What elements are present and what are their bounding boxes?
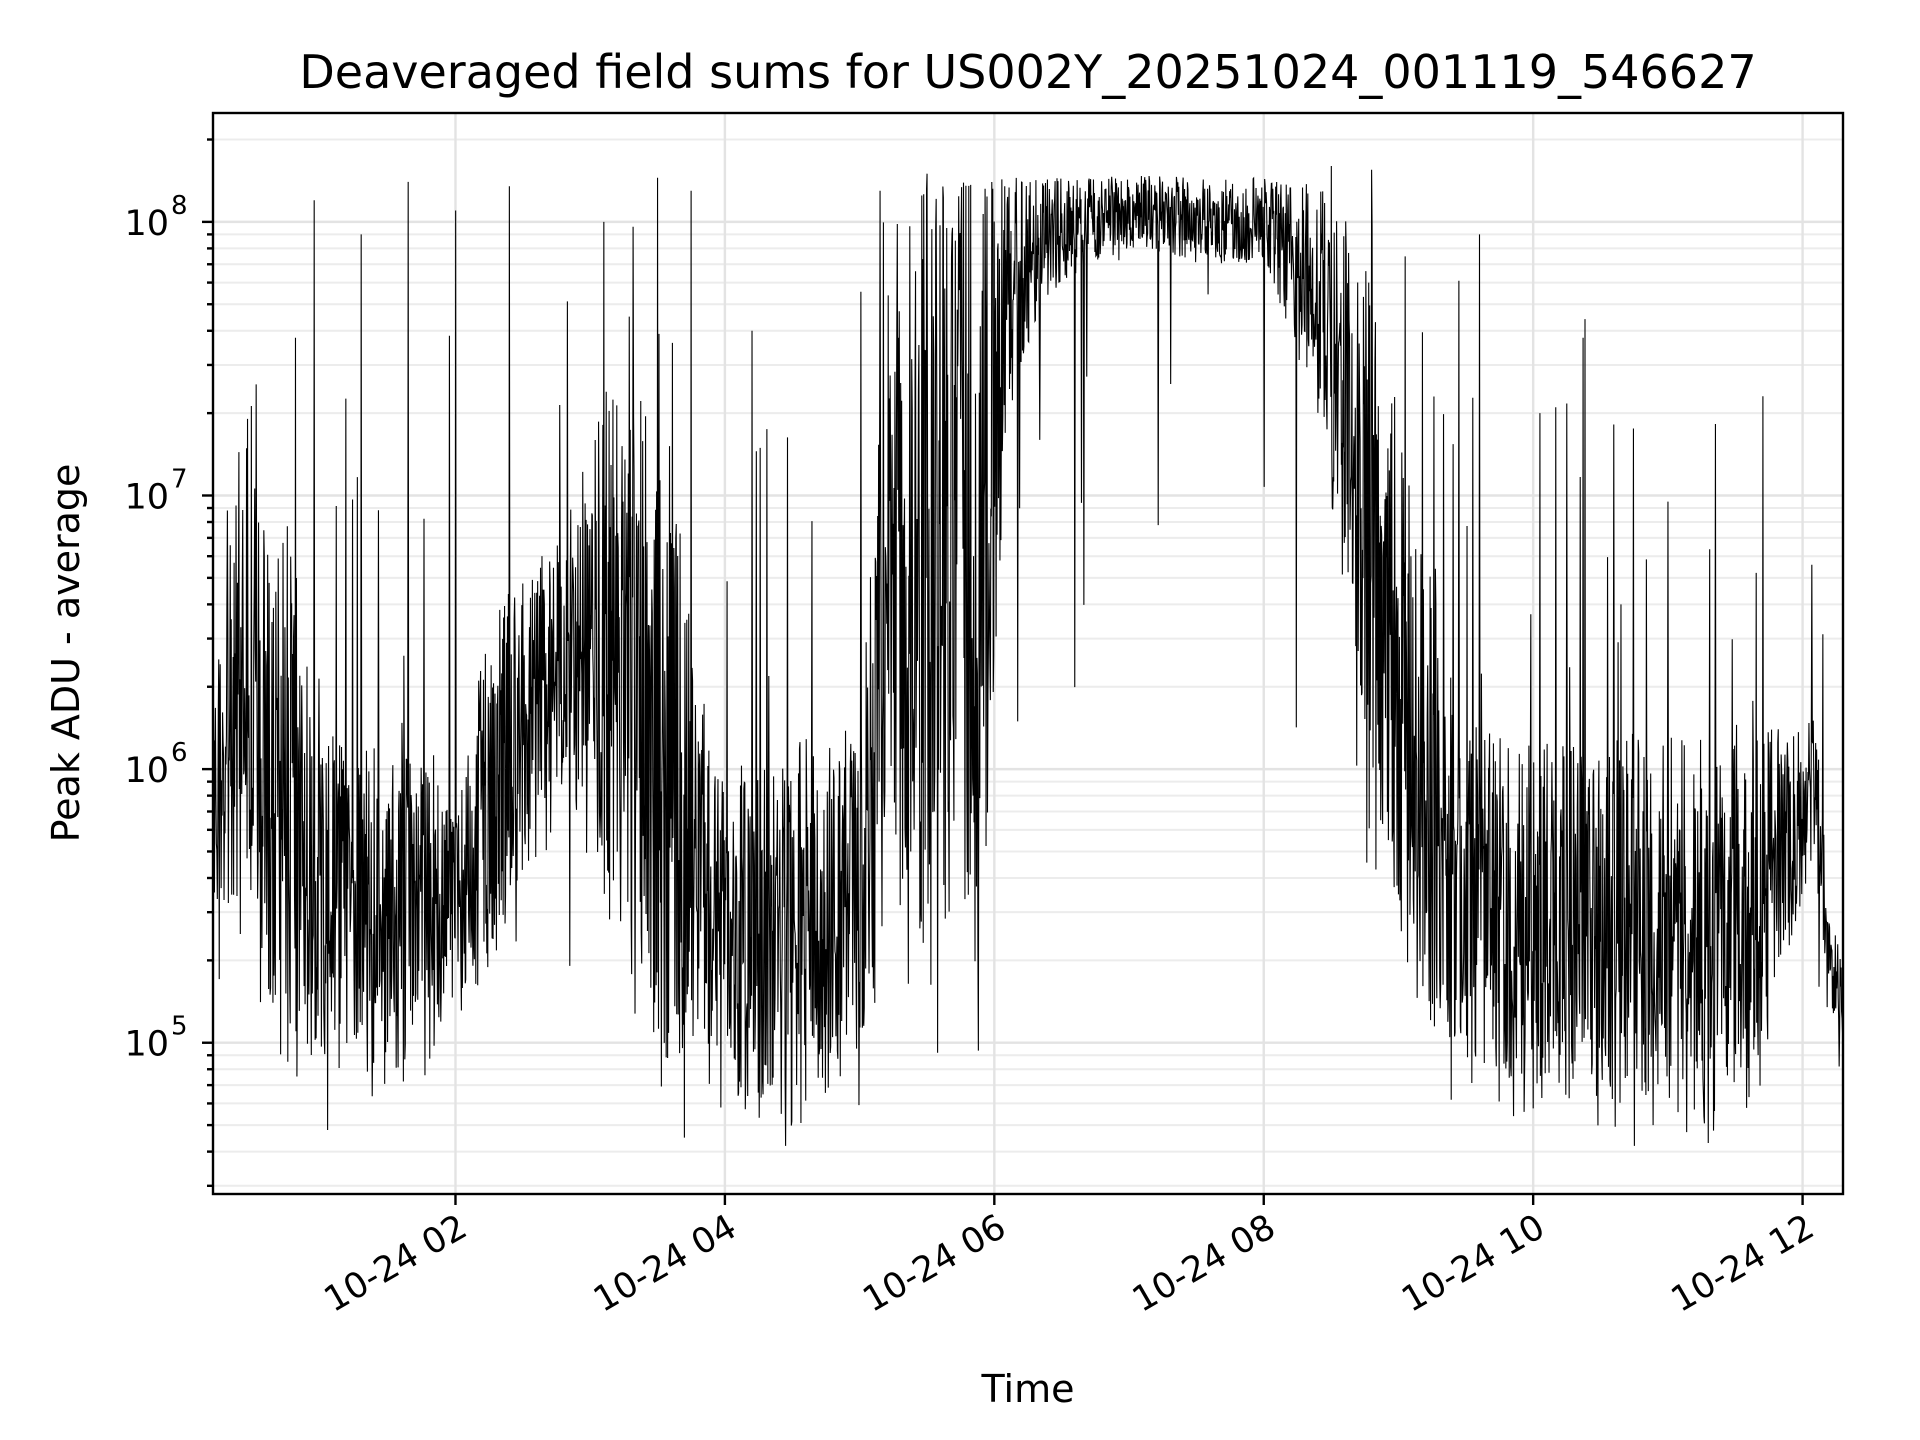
y-tick-label: 10 (124, 1025, 169, 1065)
x-tick-label: 10-24 10 (1395, 1207, 1551, 1320)
y-tick-label: 10 (124, 477, 169, 517)
x-tick-label: 10-24 02 (318, 1207, 474, 1320)
chart-title: Deaveraged field sums for US002Y_2025102… (299, 45, 1756, 99)
y-tick-label: 10 (124, 204, 169, 244)
y-tick-exponent: 7 (171, 464, 188, 494)
y-tick-exponent: 5 (171, 1012, 188, 1042)
x-axis-label: Time (981, 1367, 1075, 1411)
y-tick-exponent: 6 (171, 738, 188, 768)
series-layer (212, 166, 1844, 1146)
plot-frame (211, 111, 1845, 1196)
data-series-line (212, 166, 1844, 1146)
x-tick-label: 10-24 06 (857, 1207, 1013, 1320)
x-tick-label: 10-24 08 (1126, 1207, 1282, 1320)
y-tick-label: 10 (124, 751, 169, 791)
y-axis-label: Peak ADU - average (44, 464, 88, 843)
x-tick-label: 10-24 12 (1665, 1207, 1821, 1320)
x-tick-label: 10-24 04 (587, 1207, 743, 1320)
y-tick-exponent: 8 (171, 191, 188, 221)
